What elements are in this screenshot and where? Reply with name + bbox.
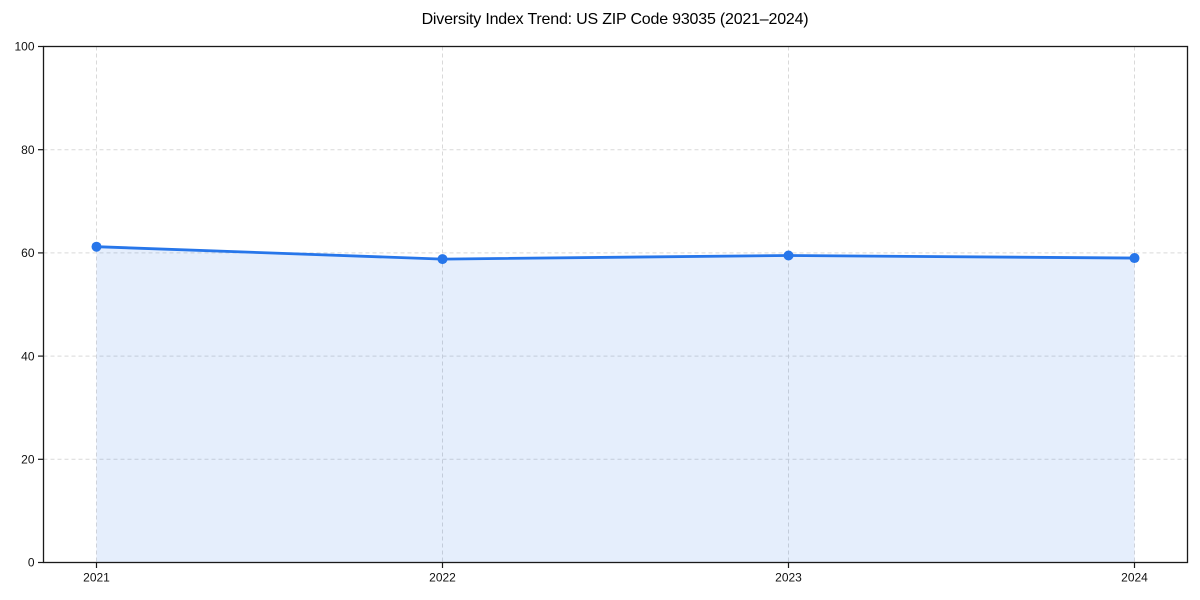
chart-title: Diversity Index Trend: US ZIP Code 93035…	[421, 11, 809, 28]
plot-border	[42, 45, 1189, 564]
y-tick-label: 80	[21, 143, 35, 157]
y-tick-label: 60	[21, 246, 35, 260]
data-point-marker	[437, 254, 448, 265]
y-tick-label: 100	[14, 40, 34, 54]
data-point-marker	[1129, 253, 1140, 264]
y-tick-label: 0	[28, 556, 35, 570]
data-point-marker	[91, 241, 102, 252]
series-area-fill	[96, 246, 1135, 563]
data-point-marker	[783, 250, 794, 261]
x-tick-label: 2024	[1121, 571, 1148, 585]
x-tick-label: 2021	[83, 571, 110, 585]
y-tick-label: 20	[21, 453, 35, 467]
x-tick-label: 2022	[429, 571, 456, 585]
y-tick-label: 40	[21, 349, 35, 363]
x-tick-label: 2023	[775, 571, 802, 585]
series-line	[95, 245, 1136, 261]
